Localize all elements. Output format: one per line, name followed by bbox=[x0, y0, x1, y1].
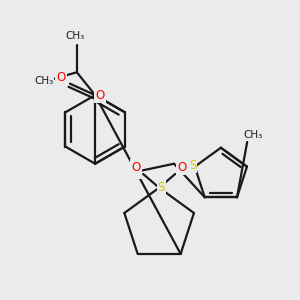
Text: S: S bbox=[189, 159, 196, 172]
Text: S: S bbox=[158, 181, 165, 194]
Text: O: O bbox=[132, 160, 141, 174]
Text: O: O bbox=[95, 88, 104, 102]
Text: CH₃: CH₃ bbox=[34, 76, 53, 86]
Text: O: O bbox=[177, 160, 187, 174]
Text: N: N bbox=[132, 165, 141, 178]
Text: CH₃: CH₃ bbox=[65, 31, 84, 41]
Text: CH₃: CH₃ bbox=[243, 130, 262, 140]
Text: O: O bbox=[56, 71, 65, 85]
